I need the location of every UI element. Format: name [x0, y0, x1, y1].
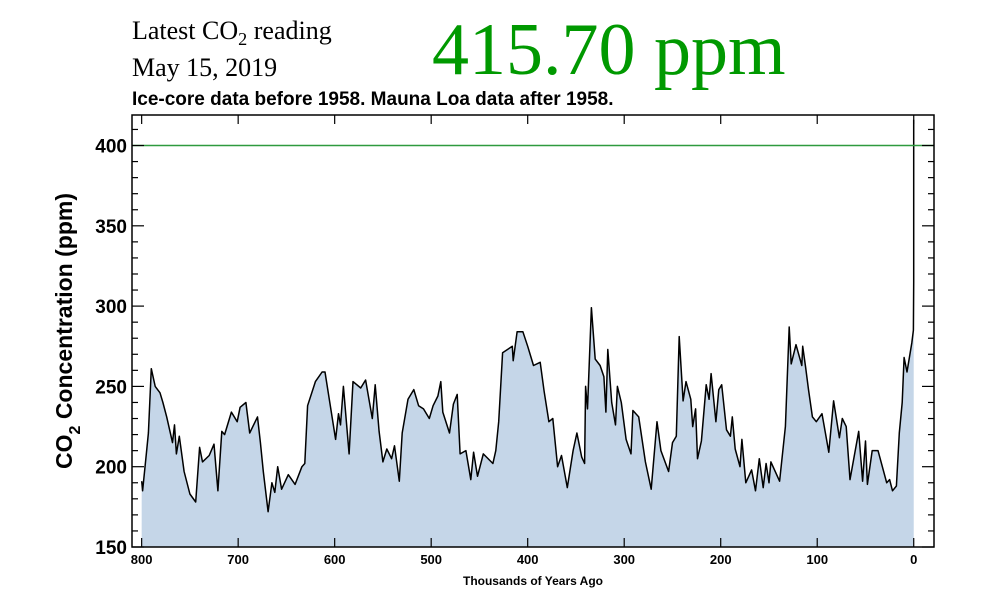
- x-axis-label: Thousands of Years Ago: [463, 574, 603, 588]
- y-tick-label: 300: [95, 297, 127, 318]
- y-label-post: Concentration (ppm): [51, 193, 77, 426]
- y-tick-label: 350: [95, 217, 127, 238]
- y-tick-label: 200: [95, 458, 127, 479]
- x-tick-label: 300: [613, 552, 635, 567]
- latest-reading-label: Latest CO2 reading: [132, 16, 332, 50]
- plot-frame: [131, 114, 935, 548]
- label-text-post: reading: [247, 16, 332, 45]
- latest-value: 415.70 ppm: [432, 9, 786, 91]
- y-label-pre: CO: [51, 434, 77, 469]
- y-tick-label: 400: [95, 137, 127, 158]
- x-tick-label: 700: [227, 552, 249, 567]
- label-subscript: 2: [238, 29, 248, 50]
- y-tick-label: 150: [95, 538, 127, 559]
- x-tick-label: 200: [710, 552, 732, 567]
- co2-series-line: [140, 119, 915, 513]
- x-tick-label: 0: [910, 552, 917, 567]
- y-label-sub: 2: [67, 425, 84, 434]
- x-tick-label: 500: [420, 552, 442, 567]
- y-tick-label: 250: [95, 377, 127, 398]
- x-tick-label: 400: [517, 552, 539, 567]
- reading-date: May 15, 2019: [132, 53, 278, 82]
- label-text: Latest CO: [132, 16, 239, 45]
- chart-note: Ice-core data before 1958. Mauna Loa dat…: [132, 89, 614, 110]
- x-tick-label: 100: [806, 552, 828, 567]
- y-axis-label: CO2 Concentration (ppm): [51, 193, 84, 469]
- x-tick-label: 600: [324, 552, 346, 567]
- co2-area-fill: [141, 119, 914, 548]
- x-tick-label: 800: [131, 552, 153, 567]
